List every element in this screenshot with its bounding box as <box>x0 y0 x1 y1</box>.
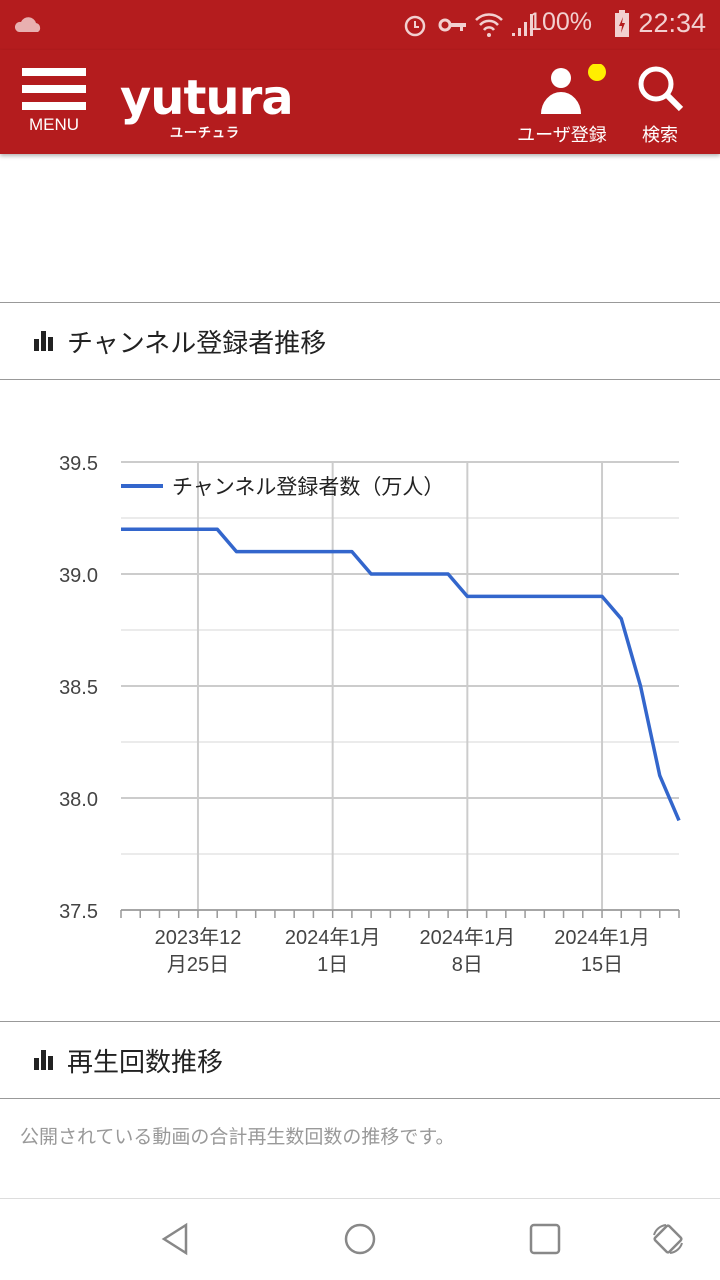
x-tick-label: 月25日 <box>167 954 229 976</box>
menu-label: MENU <box>28 115 80 134</box>
section-description: 公開されている動画の合計再生数回数の推移です。 <box>20 1126 455 1148</box>
rotate-icon[interactable] <box>650 1221 686 1257</box>
battery-charging-icon <box>615 10 629 37</box>
section-title: チャンネル登録者推移 <box>67 328 327 359</box>
x-tick-label: 2024年1月 <box>420 926 516 949</box>
x-tick-label: 8日 <box>452 954 483 976</box>
view-trend-heading: 再生回数推移 <box>0 1021 720 1099</box>
user-icon <box>541 63 606 114</box>
logo-subtext: ユーチュラ <box>170 126 241 141</box>
search-button[interactable]: 検索 <box>628 64 692 147</box>
logo-text: yutura <box>120 70 294 126</box>
search-label: 検索 <box>642 125 678 146</box>
x-tick-label: 2023年12 <box>155 926 242 949</box>
hamburger-icon <box>22 68 86 76</box>
bar-chart-icon <box>34 1050 53 1070</box>
user-register-button[interactable]: ユーザ登録 <box>512 63 612 147</box>
wifi-icon <box>475 13 503 37</box>
y-tick-label: 37.5 <box>59 901 98 923</box>
x-tick-label: 15日 <box>581 954 623 976</box>
section-title: 再生回数推移 <box>67 1047 224 1078</box>
signal-icon <box>512 14 533 36</box>
vpn-key-icon <box>438 18 466 32</box>
x-tick-label: 2024年1月 <box>285 926 381 949</box>
clock: 22:34 <box>638 8 706 38</box>
status-bar: 100% 22:34 <box>0 0 720 50</box>
x-tick-label: 2024年1月 <box>554 926 650 949</box>
search-icon <box>638 66 684 112</box>
app-header: MENU yutura ユーチュラ ユーザ登録 検索 <box>0 50 720 154</box>
y-tick-label: 38.5 <box>59 677 98 699</box>
recents-icon[interactable] <box>527 1221 563 1257</box>
logo[interactable]: yutura ユーチュラ <box>120 70 294 141</box>
subscriber-trend-heading: チャンネル登録者推移 <box>0 302 720 380</box>
battery-percent: 100% <box>528 8 592 36</box>
subscriber-chart: 39.5 39.0 38.5 38.0 37.5 2023年12 月25日 2024年1月 1日… <box>59 453 681 976</box>
home-icon[interactable] <box>342 1221 378 1257</box>
menu-button[interactable]: MENU <box>22 68 86 135</box>
alarm-icon <box>404 15 426 37</box>
series-line <box>121 527 681 822</box>
back-icon[interactable] <box>158 1221 194 1257</box>
bar-chart-icon <box>34 331 53 351</box>
cloud-icon <box>14 17 41 32</box>
x-tick-label: 1日 <box>317 954 348 976</box>
y-tick-label: 39.0 <box>59 565 98 587</box>
android-nav-bar <box>0 1198 720 1280</box>
user-register-label: ユーザ登録 <box>517 125 607 146</box>
y-tick-label: 39.5 <box>59 453 98 475</box>
legend-label: チャンネル登録者数（万人） <box>172 476 444 499</box>
y-tick-label: 38.0 <box>59 789 98 811</box>
